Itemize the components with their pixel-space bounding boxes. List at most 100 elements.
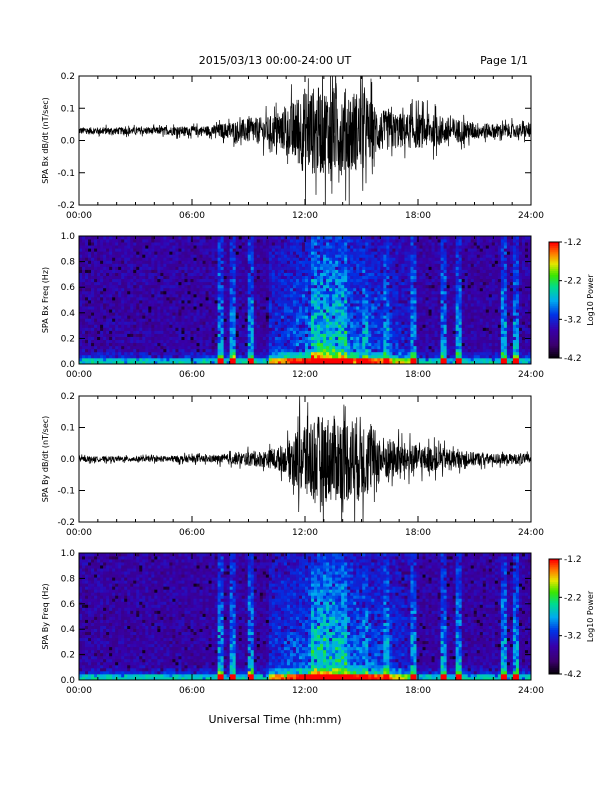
spectrogram-cell — [250, 351, 255, 356]
spectrogram-cell — [274, 306, 279, 310]
spectrogram-cell — [350, 239, 354, 243]
spectrogram-cell — [286, 278, 291, 283]
spectrogram-cell — [320, 272, 324, 277]
spectrogram-cell — [301, 254, 306, 258]
spectrogram-cell — [139, 360, 143, 365]
spectrogram-cell — [193, 303, 197, 307]
spectrogram-cell — [145, 330, 149, 334]
spectrogram-cell — [259, 336, 264, 341]
spectrogram-cell — [323, 321, 327, 325]
spectrogram-cell — [356, 266, 360, 270]
spectrogram-cell — [124, 312, 128, 316]
spectrogram-cell — [353, 324, 357, 328]
spectrogram-cell — [329, 306, 333, 310]
spectrogram-cell — [211, 248, 215, 252]
spectrogram-cell — [82, 324, 86, 328]
spectrogram-cell — [347, 287, 351, 292]
spectrogram-cell — [332, 315, 336, 319]
spectrogram-cell — [289, 336, 294, 341]
spectrogram-cell — [220, 242, 225, 246]
spectrogram-cell — [298, 351, 303, 356]
spectrogram-cell — [262, 351, 267, 356]
spectrogram-cell — [301, 257, 306, 261]
spectrogram-cell — [365, 342, 369, 347]
spectrogram-cell — [247, 327, 252, 331]
spectrogram-cell — [106, 348, 110, 353]
spectrogram-cell — [383, 309, 387, 313]
spectrogram-cell — [79, 303, 83, 307]
spectrogram-cell — [130, 257, 134, 261]
spectrogram-cell — [163, 315, 167, 319]
spectrogram-cell — [308, 318, 312, 322]
spectrogram-cell — [157, 236, 161, 240]
spectrogram-cell — [115, 333, 119, 337]
spectrogram-cell — [187, 242, 191, 246]
spectrogram-cell — [250, 327, 255, 331]
spectrogram-cell — [413, 236, 417, 240]
spectrogram-cell — [187, 293, 191, 298]
spectrogram-cell — [82, 236, 86, 240]
spectrogram-cell — [169, 263, 173, 267]
spectrogram-cell — [341, 318, 345, 322]
spectrogram-cell — [175, 351, 179, 356]
spectrogram-cell — [365, 360, 369, 365]
spectrogram-cell — [88, 330, 92, 334]
spectrogram-cell — [133, 272, 137, 277]
spectrogram-cell — [377, 315, 381, 319]
spectrogram-cell — [286, 360, 291, 365]
spectrogram-cell — [323, 260, 327, 264]
spectrogram-cell — [118, 236, 122, 240]
spectrogram-cell — [82, 242, 86, 246]
spectrogram-cell — [383, 275, 387, 280]
spectrogram-cell — [401, 272, 405, 277]
spectrogram-cell — [127, 357, 131, 362]
spectrogram-cell — [97, 296, 101, 301]
spectrogram-cell — [115, 296, 119, 301]
spectrogram-cell — [353, 339, 357, 344]
spectrogram-cell — [91, 360, 95, 365]
spectrogram-cell — [238, 351, 243, 356]
spectrogram-cell — [359, 284, 363, 289]
spectrogram-cell — [380, 360, 384, 365]
spectrogram-cell — [226, 290, 231, 295]
spectrogram-cell — [368, 333, 372, 337]
spectrogram-cell — [383, 266, 387, 270]
spectrogram-cell — [383, 351, 387, 356]
spectrogram-cell — [389, 327, 393, 331]
spectrogram-cell — [82, 330, 86, 334]
spectrogram-cell — [386, 357, 390, 362]
spectrogram-cell — [238, 303, 243, 307]
spectrogram-cell — [362, 263, 366, 267]
spectrogram-cell — [404, 242, 408, 246]
spectrogram-cell — [365, 300, 369, 304]
spectrogram-cell — [305, 260, 309, 264]
spectrogram-cell — [193, 330, 197, 334]
spectrogram-cell — [157, 333, 161, 337]
spectrogram-cell — [268, 236, 273, 240]
spectrogram-cell — [404, 296, 408, 301]
spectrogram-cell — [329, 303, 333, 307]
spectrogram-cell — [88, 281, 92, 286]
spectrogram-cell — [85, 281, 89, 286]
spectrogram-cell — [115, 239, 119, 243]
spectrogram-cell — [271, 342, 276, 347]
spectrogram-cell — [109, 278, 113, 283]
spectrogram-cell — [184, 318, 188, 322]
spectrogram-cell — [160, 242, 164, 246]
spectrogram-cell — [371, 357, 375, 362]
spectrogram-cell — [127, 242, 131, 246]
spectrogram-cell — [229, 242, 234, 246]
spectrogram-cell — [184, 339, 188, 344]
spectrogram-cell — [250, 242, 255, 246]
spectrogram-cell — [356, 318, 360, 322]
spectrogram-cell — [247, 287, 252, 292]
spectrogram-cell — [277, 248, 282, 252]
spectrogram-cell — [100, 275, 104, 280]
spectrogram-cell — [148, 272, 152, 277]
spectrogram-cell — [220, 312, 225, 316]
spectrogram-cell — [298, 309, 303, 313]
spectrogram-cell — [365, 327, 369, 331]
spectrogram-cell — [172, 263, 176, 267]
spectrogram-cell — [356, 296, 360, 301]
spectrogram-cell — [238, 275, 243, 280]
